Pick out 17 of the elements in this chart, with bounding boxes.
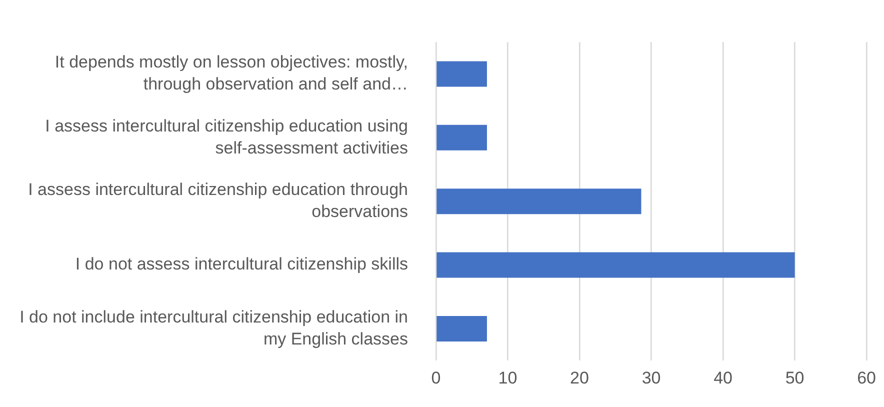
- x-tick-label: 60: [857, 368, 876, 388]
- bar: [436, 316, 487, 342]
- x-tick-label: 10: [498, 368, 518, 388]
- y-tick-label: It depends mostly on lesson objectives: mostly, through observation and self and…: [54, 52, 408, 94]
- bar: [436, 188, 642, 214]
- y-tick-label: I assess intercultural citizenship education using self-assessment activities: [45, 116, 408, 158]
- bar: [436, 252, 795, 278]
- x-tick-label: 0: [431, 368, 441, 388]
- bar: [436, 61, 487, 87]
- y-tick-label: I do not assess intercultural citizenship skills: [75, 254, 408, 274]
- y-tick-label: I do not include intercultural citizenship education in my English classes: [20, 307, 408, 348]
- x-tick-label: 30: [642, 368, 661, 388]
- x-tick-label: 50: [785, 368, 804, 388]
- y-tick-label: I assess intercultural citizenship education through observations: [28, 180, 408, 222]
- x-tick-label: 40: [714, 368, 732, 388]
- x-tick-label: 20: [570, 368, 589, 388]
- bar: [436, 124, 487, 150]
